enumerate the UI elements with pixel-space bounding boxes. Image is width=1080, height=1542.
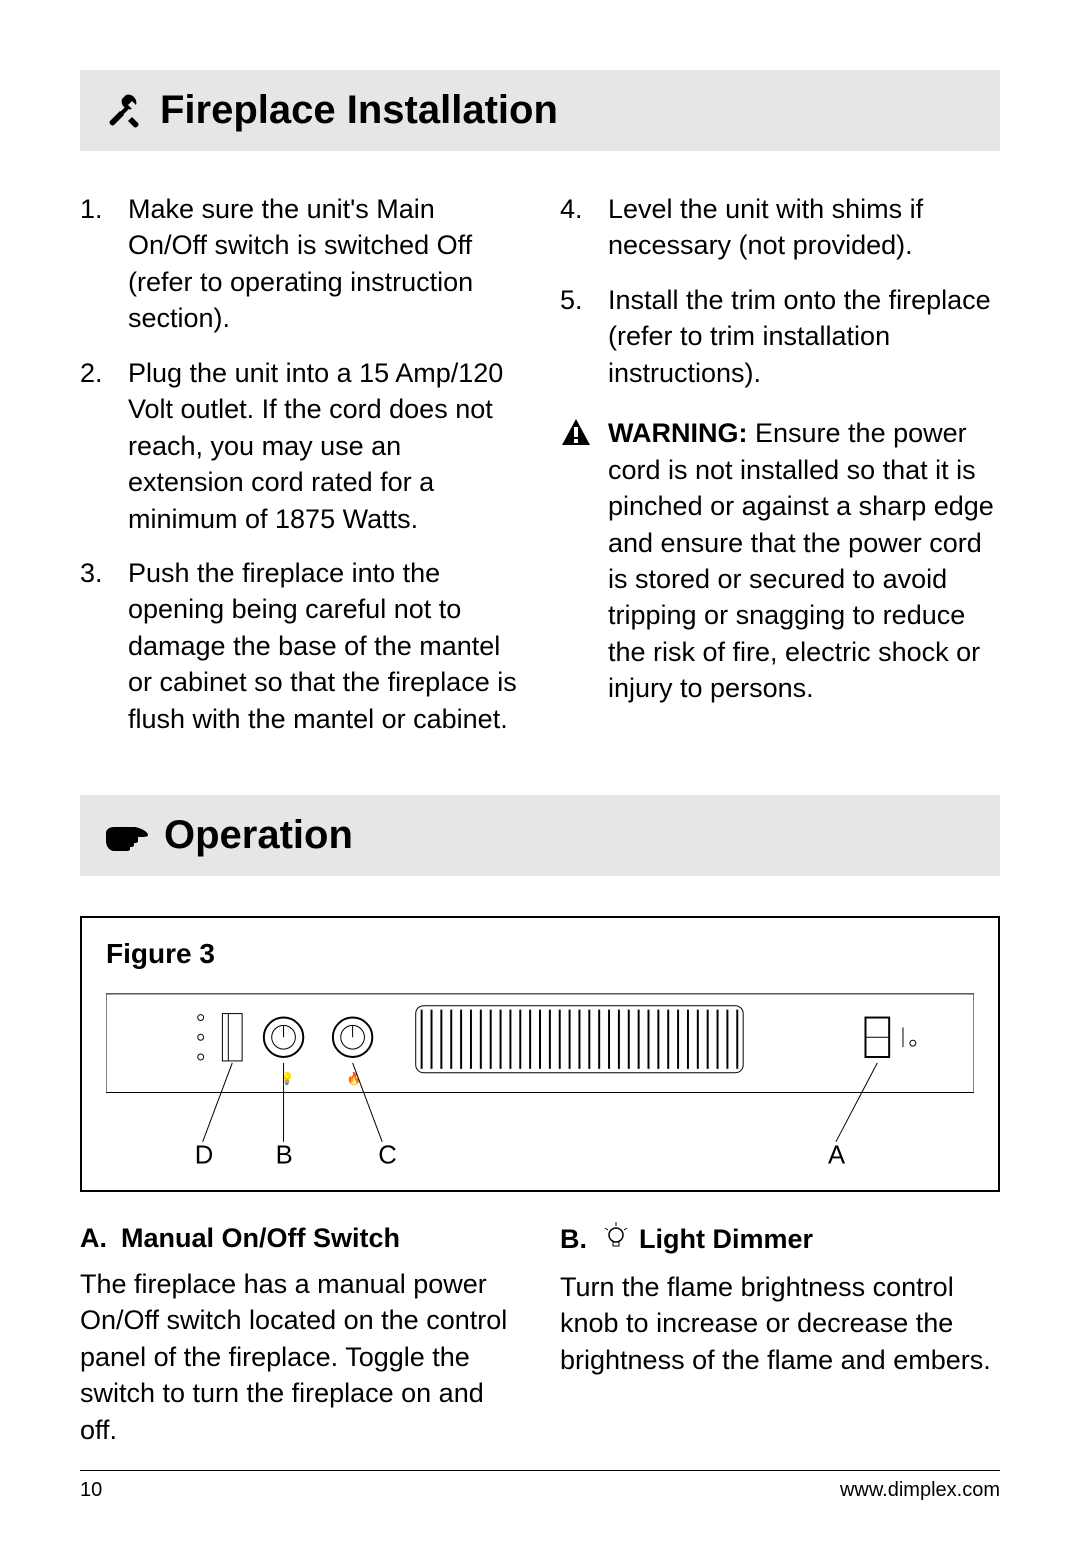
op-b-title: Light Dimmer [639,1221,813,1257]
op-b-body: Turn the flame brightness control knob t… [560,1269,1000,1378]
install-columns: Make sure the unit's Main On/Off switch … [80,191,1000,755]
install-col-left: Make sure the unit's Main On/Off switch … [80,191,520,755]
flame-icon: 🔥 [347,1072,362,1086]
warning-block: WARNING: Ensure the power cord is not in… [560,415,1000,707]
install-section-title: Fireplace Installation [160,88,558,133]
operation-col-a: A. Manual On/Off Switch The fireplace ha… [80,1220,520,1449]
install-step: Level the unit with shims if necessary (… [560,191,1000,264]
operation-section-banner: Operation [80,795,1000,876]
figure-title: Figure 3 [106,938,974,970]
bulb-icon: 💡 [280,1072,295,1086]
install-col-right: Level the unit with shims if necessary (… [560,191,1000,755]
op-a-lead: A. [80,1220,107,1256]
operation-col-b: B. Light Dimmer Turn the flame brightnes… [560,1220,1000,1449]
figure-label-b: B [276,1142,293,1170]
op-a-heading: A. Manual On/Off Switch [80,1220,520,1256]
warning-label: WARNING: [608,418,747,448]
install-steps-right: Level the unit with shims if necessary (… [560,191,1000,391]
op-a-body: The fireplace has a manual power On/Off … [80,1266,520,1448]
figure-label-a: A [828,1142,846,1170]
page-number: 10 [80,1479,102,1502]
document-page: Fireplace Installation Make sure the uni… [0,0,1080,1542]
figure-3-diagram: 💡 🔥 [106,984,974,1171]
tools-icon [104,91,144,131]
bulb-icon [601,1220,631,1259]
figure-3-box: Figure 3 💡 🔥 [80,916,1000,1191]
op-a-title: Manual On/Off Switch [121,1220,400,1256]
warning-text: Ensure the power cord is not installed s… [608,418,994,703]
operation-columns: A. Manual On/Off Switch The fireplace ha… [80,1220,1000,1449]
warning-icon [560,417,592,458]
figure-label-c: C [378,1142,397,1170]
install-step: Make sure the unit's Main On/Off switch … [80,191,520,337]
pointing-hand-icon [104,819,148,853]
operation-section-title: Operation [164,813,353,858]
figure-label-d: D [195,1142,214,1170]
install-steps-left: Make sure the unit's Main On/Off switch … [80,191,520,737]
install-step: Plug the unit into a 15 Amp/120 Volt out… [80,355,520,537]
op-b-lead: B. [560,1221,587,1257]
install-step: Push the fireplace into the opening bein… [80,555,520,737]
install-step: Install the trim onto the fireplace (ref… [560,282,1000,391]
op-b-heading: B. Light Dimmer [560,1220,1000,1259]
page-footer: 10 www.dimplex.com [80,1470,1000,1502]
footer-url: www.dimplex.com [840,1479,1000,1502]
install-section-banner: Fireplace Installation [80,70,1000,151]
